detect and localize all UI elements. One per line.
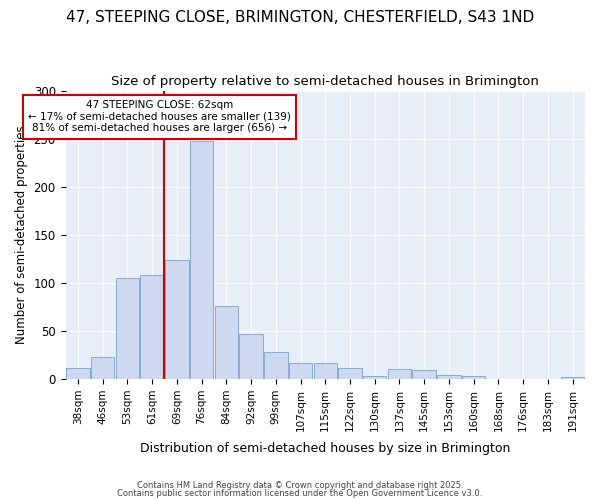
Text: Contains public sector information licensed under the Open Government Licence v3: Contains public sector information licen… <box>118 488 482 498</box>
Bar <box>412 370 436 379</box>
Text: 47, STEEPING CLOSE, BRIMINGTON, CHESTERFIELD, S43 1ND: 47, STEEPING CLOSE, BRIMINGTON, CHESTERF… <box>66 10 534 25</box>
Bar <box>116 278 139 379</box>
Bar <box>561 377 584 379</box>
Bar <box>437 375 461 379</box>
Bar <box>363 376 386 379</box>
Bar <box>91 357 115 379</box>
Bar <box>314 362 337 379</box>
Bar <box>388 370 411 379</box>
Bar <box>165 260 188 379</box>
X-axis label: Distribution of semi-detached houses by size in Brimington: Distribution of semi-detached houses by … <box>140 442 511 455</box>
Text: Contains HM Land Registry data © Crown copyright and database right 2025.: Contains HM Land Registry data © Crown c… <box>137 481 463 490</box>
Bar <box>264 352 287 379</box>
Bar <box>66 368 89 379</box>
Text: 47 STEEPING CLOSE: 62sqm
← 17% of semi-detached houses are smaller (139)
81% of : 47 STEEPING CLOSE: 62sqm ← 17% of semi-d… <box>28 100 291 134</box>
Bar <box>338 368 362 379</box>
Title: Size of property relative to semi-detached houses in Brimington: Size of property relative to semi-detach… <box>112 75 539 88</box>
Bar <box>215 306 238 379</box>
Bar <box>462 376 485 379</box>
Y-axis label: Number of semi-detached properties: Number of semi-detached properties <box>15 126 28 344</box>
Bar <box>289 362 312 379</box>
Bar <box>239 334 263 379</box>
Bar <box>140 275 164 379</box>
Bar <box>190 140 214 379</box>
